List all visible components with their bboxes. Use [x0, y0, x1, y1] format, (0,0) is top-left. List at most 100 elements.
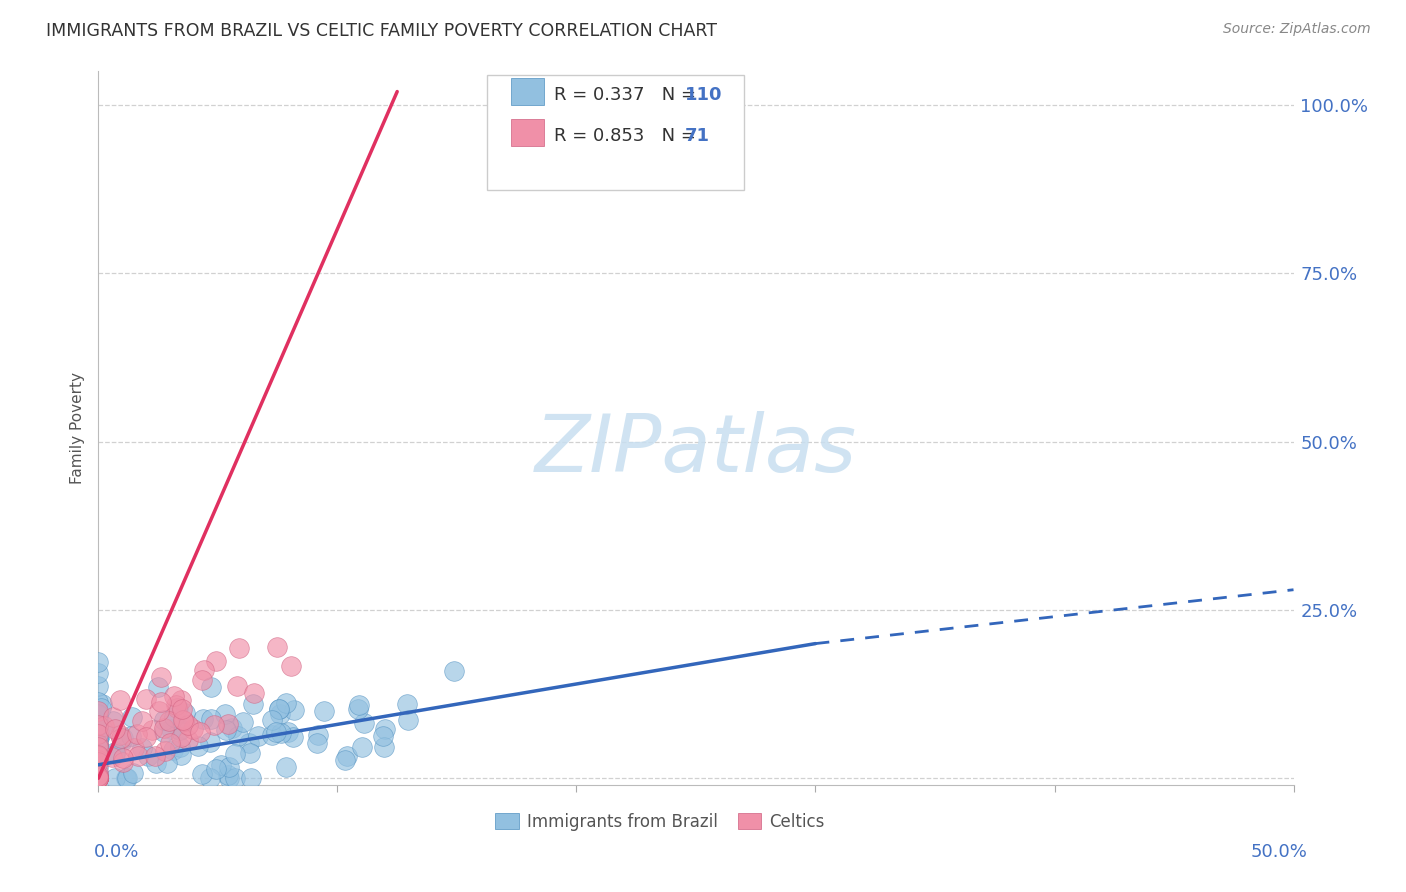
Point: [200, 712, 222, 726]
Text: 0.0%: 0.0%: [94, 843, 139, 861]
Point: [169, 739, 191, 754]
Point: [170, 693, 193, 707]
Point: [170, 702, 193, 716]
Point: [87, 743, 110, 757]
Point: [87, 770, 110, 784]
Point: [87, 771, 110, 785]
Point: [104, 722, 127, 736]
Point: [135, 691, 157, 706]
Point: [205, 762, 228, 776]
Point: [157, 714, 180, 728]
Point: [87, 764, 110, 779]
Text: R = 0.853   N =: R = 0.853 N =: [554, 128, 707, 145]
Point: [443, 664, 465, 678]
Point: [87, 751, 110, 765]
FancyBboxPatch shape: [486, 75, 744, 190]
Point: [87, 771, 110, 785]
Point: [371, 729, 394, 743]
Point: [217, 717, 239, 731]
Point: [198, 735, 221, 749]
Point: [209, 758, 232, 772]
Text: 71: 71: [685, 128, 710, 145]
Point: [396, 697, 419, 711]
Point: [264, 724, 287, 739]
Point: [160, 722, 183, 736]
Point: [111, 750, 134, 764]
Point: [87, 712, 110, 726]
Point: [104, 745, 127, 759]
Point: [87, 768, 110, 782]
Point: [87, 738, 110, 752]
Point: [221, 721, 243, 735]
Point: [153, 744, 176, 758]
Point: [374, 722, 396, 736]
Point: [87, 704, 110, 718]
Point: [90, 721, 112, 735]
Point: [246, 729, 269, 743]
Point: [141, 723, 163, 737]
Point: [153, 721, 176, 735]
Point: [349, 698, 371, 713]
FancyBboxPatch shape: [510, 78, 544, 105]
Point: [104, 747, 127, 761]
Point: [131, 741, 153, 756]
Point: [87, 747, 110, 762]
Point: [169, 723, 191, 738]
Point: [267, 702, 290, 716]
Point: [333, 753, 356, 767]
Point: [87, 708, 110, 723]
Point: [143, 749, 166, 764]
Point: [204, 717, 226, 731]
Point: [87, 732, 110, 747]
Text: 110: 110: [685, 86, 723, 103]
Point: [87, 771, 110, 785]
Point: [266, 640, 288, 654]
Point: [114, 771, 136, 785]
Point: [87, 747, 110, 762]
Point: [373, 740, 395, 755]
Point: [87, 745, 110, 759]
Point: [104, 771, 127, 785]
Point: [190, 767, 212, 781]
Point: [87, 695, 110, 709]
Point: [170, 747, 193, 762]
Point: [205, 654, 228, 668]
Point: [215, 723, 238, 737]
Point: [350, 740, 373, 755]
Point: [150, 670, 173, 684]
Point: [188, 725, 211, 739]
Point: [163, 710, 186, 724]
Point: [353, 716, 375, 731]
Point: [243, 686, 266, 700]
Point: [336, 749, 359, 764]
Point: [87, 719, 110, 733]
Point: [135, 730, 157, 744]
Point: [172, 713, 194, 727]
Point: [122, 766, 145, 780]
Point: [198, 771, 221, 785]
Point: [191, 713, 214, 727]
Point: [87, 739, 110, 754]
Point: [146, 680, 169, 694]
Point: [187, 739, 209, 753]
Point: [108, 727, 131, 741]
Point: [87, 745, 110, 759]
Point: [87, 666, 110, 681]
Point: [90, 698, 112, 712]
Point: [277, 724, 299, 739]
Point: [87, 706, 110, 721]
Point: [150, 695, 173, 709]
Point: [148, 704, 170, 718]
Point: [280, 659, 302, 673]
Point: [218, 771, 240, 785]
Point: [103, 714, 125, 728]
Point: [181, 722, 204, 736]
Point: [87, 753, 110, 767]
Point: [87, 771, 110, 785]
Point: [214, 706, 236, 721]
Point: [127, 748, 149, 763]
Point: [87, 767, 110, 781]
Point: [145, 756, 167, 771]
Point: [87, 738, 110, 752]
Point: [127, 727, 149, 741]
